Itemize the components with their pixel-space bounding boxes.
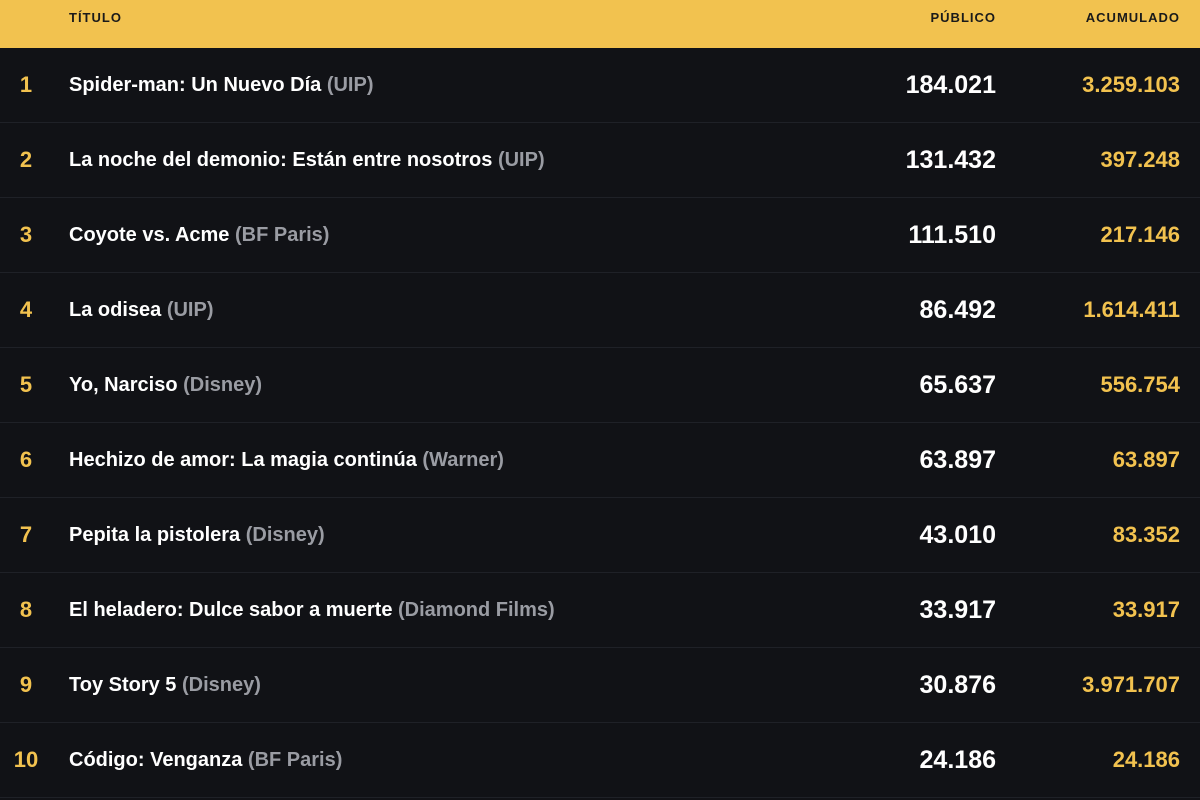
header-cumulative: ACUMULADO xyxy=(1085,10,1180,25)
movie-title: Yo, Narciso (Disney) xyxy=(69,348,262,422)
header-public: PÚBLICO xyxy=(930,10,996,25)
movie-title: Código: Venganza (BF Paris) xyxy=(69,723,342,797)
rank: 6 xyxy=(19,447,33,472)
rank: 10 xyxy=(13,747,39,772)
table-row: 6 Hechizo de amor: La magia continúa (War… xyxy=(0,423,1200,498)
movie-title: Spider-man: Un Nuevo Día (UIP) xyxy=(69,48,374,122)
table-row: 9 Toy Story 5 (Disney) 30.876 3.971.707 xyxy=(0,648,1200,723)
title-text: La noche del demonio: Están entre nosotr… xyxy=(69,149,493,171)
title-text: La odisea xyxy=(69,299,162,321)
title-text: El heladero: Dulce sabor a muerte xyxy=(69,599,393,621)
public-count: 86.492 xyxy=(919,296,996,324)
table-row: 4 La odisea (UIP) 86.492 1.614.411 xyxy=(0,273,1200,348)
movie-title: Coyote vs. Acme (BF Paris) xyxy=(69,198,329,272)
title-text: Código: Venganza xyxy=(69,749,243,771)
movie-title: Pepita la pistolera (Disney) xyxy=(69,498,325,572)
public-count: 63.897 xyxy=(919,446,996,474)
public-count: 184.021 xyxy=(905,71,996,99)
distributor: (Disney) xyxy=(245,524,325,546)
movie-title: Hechizo de amor: La magia continúa (Warn… xyxy=(69,423,504,497)
table-row: 8 El heladero: Dulce sabor a muerte (Diam… xyxy=(0,573,1200,648)
distributor: (UIP) xyxy=(166,299,214,321)
public-count: 65.637 xyxy=(919,371,996,399)
cumulative-count: 3.259.103 xyxy=(1082,72,1180,97)
table-row: 5 Yo, Narciso (Disney) 65.637 556.754 xyxy=(0,348,1200,423)
public-count: 24.186 xyxy=(919,746,996,774)
distributor: (UIP) xyxy=(497,149,545,171)
cumulative-count: 63.897 xyxy=(1112,447,1180,472)
public-count: 30.876 xyxy=(919,671,996,699)
header-title: TÍTULO xyxy=(69,10,122,25)
title-text: Spider-man: Un Nuevo Día xyxy=(69,74,322,96)
table-row: 3 Coyote vs. Acme (BF Paris) 111.510 217.14… xyxy=(0,198,1200,273)
distributor: (Disney) xyxy=(182,674,261,696)
rank: 4 xyxy=(19,297,33,322)
cumulative-count: 556.754 xyxy=(1100,372,1180,397)
rank: 5 xyxy=(19,372,33,397)
distributor: (Diamond Films) xyxy=(398,599,555,621)
cumulative-count: 217.146 xyxy=(1100,222,1180,247)
movie-title: El heladero: Dulce sabor a muerte (Diamo… xyxy=(69,573,555,647)
cumulative-count: 1.614.411 xyxy=(1083,297,1180,322)
rank: 9 xyxy=(19,672,33,697)
table-header: TÍTULO PÚBLICO ACUMULADO xyxy=(0,0,1200,48)
title-text: Yo, Narciso xyxy=(69,374,178,396)
cumulative-count: 24.186 xyxy=(1112,747,1180,772)
distributor: (Disney) xyxy=(183,374,263,396)
title-text: Toy Story 5 xyxy=(69,674,177,696)
cumulative-count: 83.352 xyxy=(1112,522,1180,547)
rank: 7 xyxy=(19,522,33,547)
distributor: (BF Paris) xyxy=(247,749,343,771)
movie-title: La noche del demonio: Están entre nosotr… xyxy=(69,123,545,197)
movie-title: La odisea (UIP) xyxy=(69,273,214,347)
title-text: Hechizo de amor: La magia continúa xyxy=(69,449,417,471)
distributor: (BF Paris) xyxy=(235,224,330,246)
public-count: 43.010 xyxy=(919,521,996,549)
public-count: 131.432 xyxy=(905,146,996,174)
title-text: Coyote vs. Acme xyxy=(69,224,230,246)
public-count: 33.917 xyxy=(919,596,996,624)
cumulative-count: 33.917 xyxy=(1112,597,1180,622)
table-row: 10 Código: Venganza (BF Paris) 24.186 24.18… xyxy=(0,723,1200,798)
rank: 1 xyxy=(19,72,33,97)
cumulative-count: 397.248 xyxy=(1100,147,1180,172)
rank: 8 xyxy=(19,597,33,622)
distributor: (UIP) xyxy=(326,74,374,96)
rank: 2 xyxy=(19,147,33,172)
public-count: 111.510 xyxy=(908,221,996,249)
movie-title: Toy Story 5 (Disney) xyxy=(69,648,261,722)
table-row: 2 La noche del demonio: Están entre nosot… xyxy=(0,123,1200,198)
distributor: (Warner) xyxy=(422,449,504,471)
cumulative-count: 3.971.707 xyxy=(1082,672,1180,697)
table-row: 7 Pepita la pistolera (Disney) 43.010 83.35… xyxy=(0,498,1200,573)
table-row: 1 Spider-man: Un Nuevo Día (UIP) 184.021 3.… xyxy=(0,48,1200,123)
rank: 3 xyxy=(19,222,33,247)
title-text: Pepita la pistolera xyxy=(69,524,241,546)
